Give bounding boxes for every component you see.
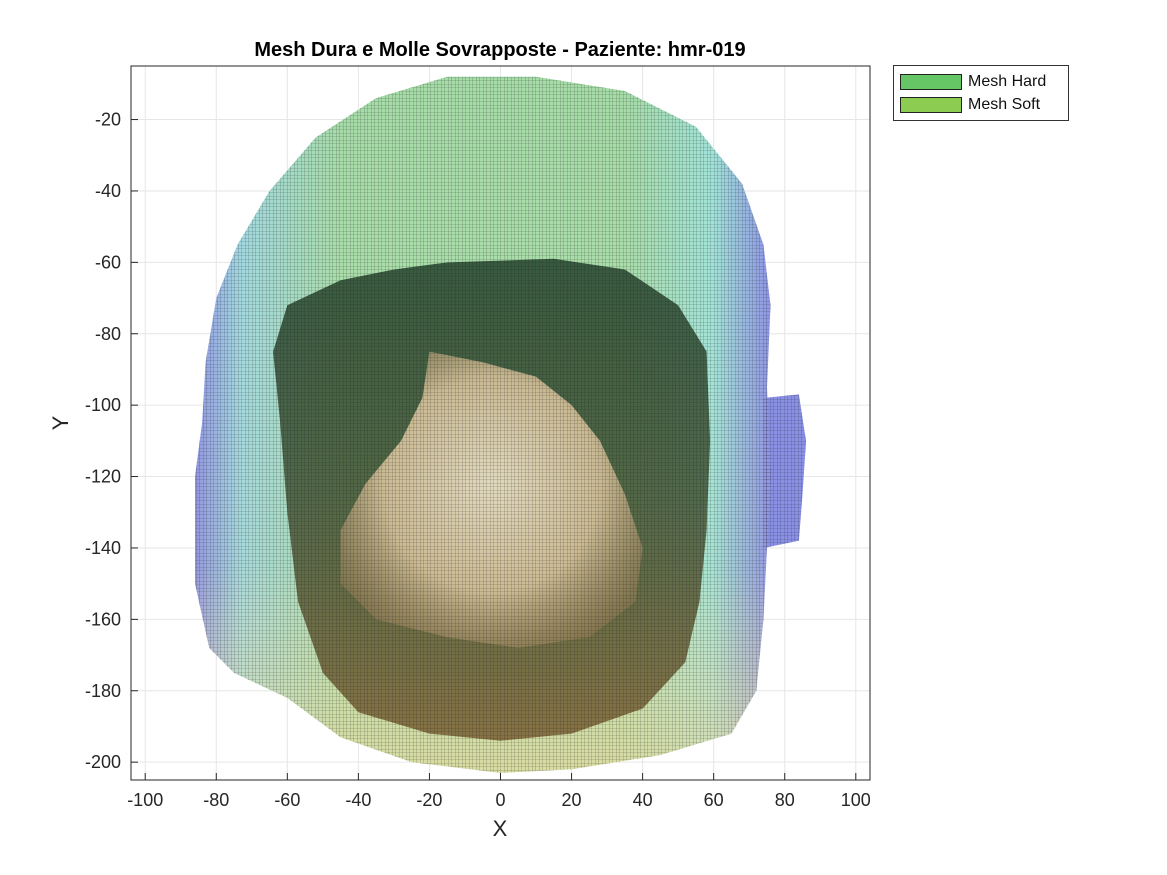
y-axis: -200 -180 -160 -140 -120 -100 -80 -60 -40 -20 [85, 110, 138, 772]
x-tick-label: -80 [203, 790, 229, 810]
legend-label-mesh-soft: Mesh Soft [968, 96, 1041, 113]
legend-label-mesh-hard: Mesh Hard [968, 73, 1047, 90]
mesh-layer [195, 76, 806, 773]
y-tick-label: -100 [85, 395, 121, 415]
x-axis-label: X [493, 816, 508, 841]
x-tick-label: 100 [841, 790, 871, 810]
y-tick-label: -40 [95, 181, 121, 201]
y-axis-label: Y [48, 415, 73, 430]
y-tick-label: -60 [95, 252, 121, 272]
legend-swatch-mesh-soft [900, 97, 962, 113]
x-tick-label: -20 [416, 790, 442, 810]
x-tick-label: -100 [127, 790, 163, 810]
y-tick-label: -160 [85, 609, 121, 629]
y-tick-label: -180 [85, 681, 121, 701]
x-tick-label: 60 [704, 790, 724, 810]
x-tick-label: -40 [345, 790, 371, 810]
legend: Mesh Hard Mesh Soft [893, 65, 1069, 121]
x-tick-label: 40 [633, 790, 653, 810]
legend-item-mesh-hard: Mesh Hard [900, 72, 1046, 92]
chart-title: Mesh Dura e Molle Sovrapposte - Paziente… [254, 39, 745, 61]
x-tick-label: -60 [274, 790, 300, 810]
y-tick-label: -80 [95, 324, 121, 344]
legend-item-mesh-soft: Mesh Soft [900, 95, 1040, 115]
mesh-wireframe [195, 76, 771, 773]
y-tick-label: -140 [85, 538, 121, 558]
legend-swatch-mesh-hard [900, 74, 962, 90]
x-tick-label: 0 [495, 790, 505, 810]
mesh-wireframe-ear [763, 394, 806, 548]
x-tick-label: 80 [775, 790, 795, 810]
y-tick-label: -120 [85, 467, 121, 487]
x-tick-label: 20 [562, 790, 582, 810]
y-tick-label: -20 [95, 110, 121, 130]
y-tick-label: -200 [85, 752, 121, 772]
x-axis: -100 -80 -60 -40 -20 0 20 40 60 80 100 [127, 773, 871, 810]
